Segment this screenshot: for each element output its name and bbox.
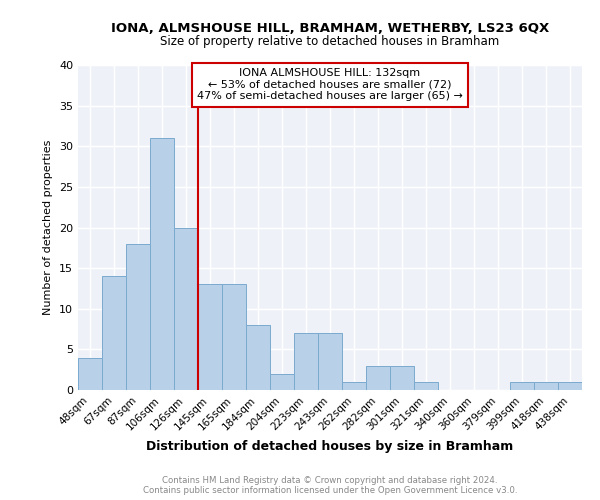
Text: IONA, ALMSHOUSE HILL, BRAMHAM, WETHERBY, LS23 6QX: IONA, ALMSHOUSE HILL, BRAMHAM, WETHERBY,… (111, 22, 549, 36)
Bar (342, 382, 366, 390)
Text: IONA ALMSHOUSE HILL: 132sqm
← 53% of detached houses are smaller (72)
47% of sem: IONA ALMSHOUSE HILL: 132sqm ← 53% of det… (197, 68, 463, 102)
Y-axis label: Number of detached properties: Number of detached properties (43, 140, 53, 315)
Bar (318, 333, 342, 390)
Bar (294, 333, 318, 390)
Bar (510, 382, 534, 390)
Bar (150, 138, 174, 390)
X-axis label: Distribution of detached houses by size in Bramham: Distribution of detached houses by size … (146, 440, 514, 453)
Bar (534, 382, 558, 390)
Bar (390, 366, 414, 390)
Bar (222, 284, 246, 390)
Bar (174, 228, 198, 390)
Bar (558, 382, 582, 390)
Bar (78, 358, 102, 390)
Text: Size of property relative to detached houses in Bramham: Size of property relative to detached ho… (160, 35, 500, 48)
Bar (414, 382, 438, 390)
Bar (270, 374, 294, 390)
Text: Contains HM Land Registry data © Crown copyright and database right 2024.
Contai: Contains HM Land Registry data © Crown c… (143, 476, 517, 495)
Bar (198, 284, 222, 390)
Bar (102, 276, 126, 390)
Bar (126, 244, 150, 390)
Bar (366, 366, 390, 390)
Bar (246, 325, 270, 390)
